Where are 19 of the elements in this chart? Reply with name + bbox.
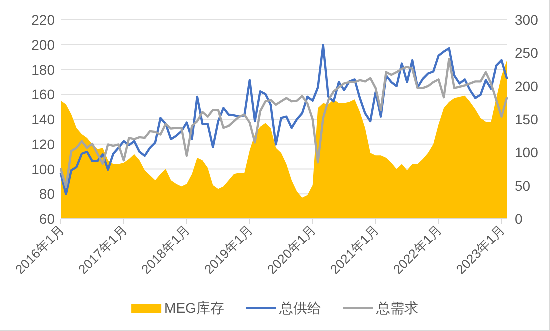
y-tick-label: 60 xyxy=(39,211,56,227)
legend-label: 总需求 xyxy=(375,300,418,316)
y2-tick-label: 250 xyxy=(515,45,539,62)
y2-tick-label: 200 xyxy=(515,78,539,94)
legend-label: MEG库存 xyxy=(164,300,224,316)
y2-tick-label: 100 xyxy=(515,144,539,161)
legend-label: 总供给 xyxy=(278,300,322,316)
y-tick-label: 220 xyxy=(32,12,56,28)
y-tick-label: 180 xyxy=(32,62,56,78)
y2-tick-label: 150 xyxy=(515,112,539,128)
y-tick-label: 80 xyxy=(39,186,56,202)
y-tick-label: 100 xyxy=(32,161,56,178)
y-tick-label: 140 xyxy=(32,112,56,128)
y-tick-label: 200 xyxy=(32,36,56,53)
y2-tick-label: 300 xyxy=(515,12,539,28)
y2-tick-label: 0 xyxy=(515,211,523,227)
y-tick-label: 120 xyxy=(32,136,56,152)
y2-tick-label: 50 xyxy=(515,178,531,194)
y-tick-label: 160 xyxy=(32,86,56,103)
